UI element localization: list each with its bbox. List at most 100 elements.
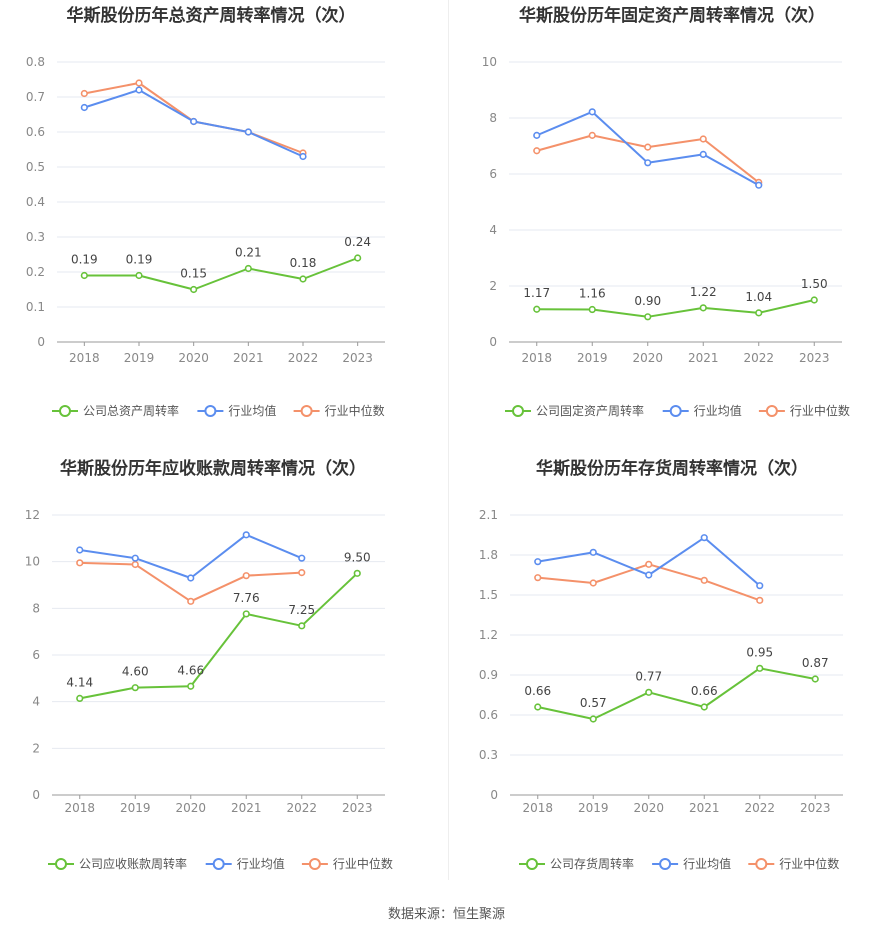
legend-label: 行业中位数	[790, 403, 850, 418]
data-point-2	[187, 597, 195, 605]
chart-svg-3: 华斯股份历年存货周转率情况（次） 0 0.3 0.6 0.9 1.2 1.5 1.8 2.1 20…	[479, 458, 843, 871]
x-tick-label: 2018	[521, 351, 552, 365]
legend-item-0: 公司固定资产周转率	[505, 403, 644, 418]
series-line-2	[536, 134, 760, 184]
legend-item-0: 公司总资产周转率	[52, 403, 179, 418]
data-point-2	[644, 143, 652, 151]
legend-item-0: 公司应收账款周转率	[48, 856, 187, 871]
legend-label: 行业中位数	[779, 856, 839, 871]
x-tick-label: 2020	[178, 351, 209, 365]
legend-item-2: 行业中位数	[748, 856, 839, 871]
chart-fixed-asset-turnover: 华斯股份历年固定资产周转率情况（次） 0 2 4 6 8 10 2018 2019 2020 202…	[449, 0, 893, 455]
data-label: 0.87	[802, 656, 829, 670]
data-point-1	[588, 108, 596, 116]
data-point-0	[298, 622, 306, 630]
data-point-0	[644, 313, 652, 321]
x-tick-label: 2019	[120, 801, 151, 815]
data-point-1	[298, 554, 306, 562]
data-point-2	[242, 572, 250, 580]
y-tick-label: 0.8	[26, 55, 45, 69]
legend-swatch-marker	[212, 858, 225, 870]
series-line-1	[79, 533, 303, 579]
y-tick-label: 2	[489, 279, 497, 293]
chart-inventory-turnover: 华斯股份历年存货周转率情况（次） 0 0.3 0.6 0.9 1.2 1.5 1.8 2.1 20…	[449, 455, 893, 910]
y-tick-label: 0.2	[26, 265, 45, 279]
legend-swatch-marker	[59, 405, 71, 417]
legend-swatch-marker	[300, 405, 313, 417]
legend-item-2: 行业中位数	[301, 856, 393, 871]
legend-label: 行业均值	[683, 856, 731, 871]
y-tick-label: 1.5	[479, 588, 498, 602]
y-tick-label: 0.3	[26, 230, 45, 244]
data-point-1	[755, 181, 763, 189]
data-point-2	[534, 574, 542, 582]
y-tick-label: 0.4	[26, 195, 45, 209]
data-point-1	[534, 558, 542, 566]
chart-total-asset-turnover: 华斯股份历年总资产周转率情况（次） 0 0.1 0.2 0.3 0.4 0.5 0.6 0.7 0…	[0, 0, 446, 455]
y-tick-label: 0.5	[26, 160, 45, 174]
data-point-0	[810, 296, 818, 304]
y-tick-label: 10	[482, 55, 497, 69]
data-point-1	[76, 546, 84, 554]
chart-title: 华斯股份历年存货周转率情况（次）	[536, 458, 808, 479]
data-point-2	[700, 576, 708, 584]
legend-swatch-marker	[204, 405, 217, 417]
x-tick-label: 2020	[633, 801, 664, 815]
data-point-2	[645, 560, 653, 568]
y-tick-label: 0	[37, 335, 45, 349]
data-point-0	[700, 703, 708, 711]
data-point-1	[533, 131, 541, 139]
data-point-0	[135, 271, 143, 280]
data-point-1	[244, 128, 252, 136]
data-point-0	[755, 309, 763, 317]
x-tick-label: 2022	[744, 801, 775, 815]
data-point-2	[533, 147, 541, 155]
y-tick-label: 8	[489, 111, 497, 125]
y-tick-label: 12	[25, 508, 40, 522]
data-point-0	[533, 305, 541, 313]
legend-swatch-marker	[512, 405, 524, 417]
data-point-2	[588, 131, 596, 139]
data-label: 1.04	[745, 290, 772, 304]
data-point-2	[756, 596, 764, 604]
data-point-1	[131, 554, 139, 562]
legend-item-1: 行业均值	[652, 856, 731, 871]
x-tick-label: 2018	[522, 801, 553, 815]
data-point-1	[700, 534, 708, 542]
x-tick-label: 2022	[288, 351, 319, 365]
data-point-0	[588, 305, 596, 314]
data-label: 0.66	[524, 684, 551, 698]
data-point-1	[644, 159, 652, 167]
y-tick-label: 1.8	[479, 548, 498, 562]
x-tick-label: 2021	[233, 351, 264, 365]
chart-title: 华斯股份历年固定资产周转率情况（次）	[519, 5, 825, 26]
y-tick-label: 0	[489, 335, 497, 349]
x-tick-label: 2019	[578, 801, 609, 815]
data-point-0	[699, 304, 707, 312]
data-point-2	[76, 559, 84, 567]
y-tick-label: 0.6	[26, 125, 45, 139]
data-point-1	[242, 531, 250, 539]
legend-swatch-marker	[755, 858, 768, 870]
data-point-2	[135, 79, 143, 87]
data-point-0	[645, 688, 653, 696]
y-tick-label: 6	[32, 648, 40, 662]
data-point-1	[756, 582, 764, 590]
y-tick-label: 2.1	[479, 508, 498, 522]
data-point-0	[299, 275, 307, 283]
x-tick-label: 2023	[342, 801, 373, 815]
data-point-0	[811, 675, 819, 683]
x-tick-label: 2022	[286, 801, 317, 815]
x-tick-label: 2023	[342, 351, 373, 365]
y-tick-label: 4	[32, 695, 40, 709]
data-point-1	[135, 86, 143, 94]
data-point-0	[756, 664, 764, 672]
legend-item-1: 行业均值	[662, 403, 742, 418]
data-label: 4.60	[122, 665, 149, 679]
x-tick-label: 2021	[688, 351, 719, 365]
data-point-2	[298, 569, 306, 577]
x-tick-label: 2018	[69, 351, 100, 365]
data-label: 1.22	[690, 285, 717, 299]
chart-svg-2: 华斯股份历年应收账款周转率情况（次） 0 2 4 6 8 10 12 2018 2019 2020 2…	[25, 458, 393, 871]
data-label: 0.24	[344, 235, 371, 249]
